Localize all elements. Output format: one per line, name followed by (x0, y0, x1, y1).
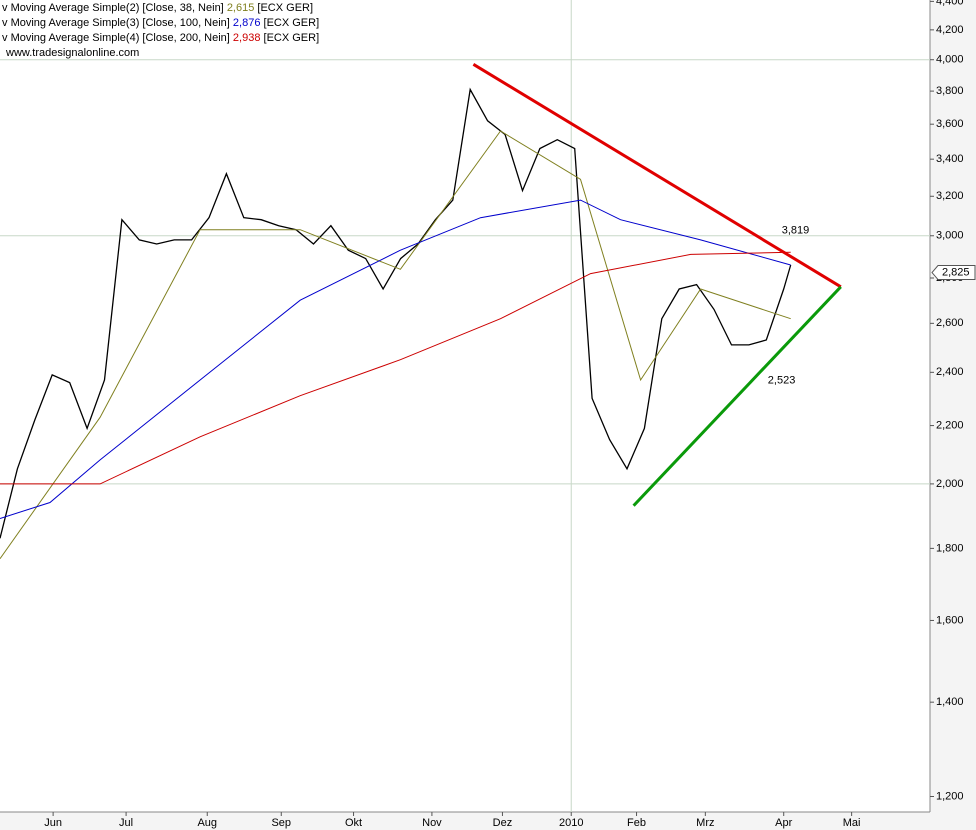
y-tick-label: 1,800 (936, 542, 964, 554)
legend-entry: v Moving Average Simple(3) [Close, 100, … (2, 17, 319, 29)
legend-name: Moving Average Simple(4) [Close, 200, Ne… (11, 32, 230, 44)
x-tick-label: Sep (271, 817, 291, 829)
x-tick-label: Aug (197, 817, 217, 829)
x-tick-label: Okt (345, 817, 362, 829)
legend-source: [ECX GER] (264, 17, 320, 29)
legend-value: 2,615 (227, 2, 255, 14)
legend-value: 2,938 (233, 32, 261, 44)
y-tick-label: 4,000 (936, 54, 964, 66)
trend-line (632, 285, 842, 507)
legend-name: Moving Average Simple(2) [Close, 38, Nei… (11, 2, 224, 14)
y-tick-label: 2,000 (936, 478, 964, 490)
y-tick-label: 3,800 (936, 85, 964, 97)
y-tick-label: 3,400 (936, 153, 964, 165)
y-tick-label: 3,000 (936, 230, 964, 242)
x-tick-label: Nov (422, 817, 442, 829)
price-line (0, 130, 791, 559)
price-line (0, 87, 792, 539)
x-tick-label: Mrz (696, 817, 714, 829)
last-price-label: 2,825 (942, 266, 970, 278)
y-tick-label: 1,200 (936, 790, 964, 802)
y-tick-label: 1,600 (936, 614, 964, 626)
y-tick-label: 3,600 (936, 118, 964, 130)
legend-entry: v Moving Average Simple(4) [Close, 200, … (2, 32, 319, 44)
legend-source: [ECX GER] (264, 32, 320, 44)
y-tick-label: 1,400 (936, 696, 964, 708)
x-tick-label: Dez (493, 817, 513, 829)
legend-name: Moving Average Simple(3) [Close, 100, Ne… (11, 17, 230, 29)
plot-area (0, 0, 930, 812)
y-tick-label: 4,200 (936, 24, 964, 36)
y-tick-label: 3,200 (936, 190, 964, 202)
trend-line (472, 63, 842, 289)
y-tick-label: 4,400 (936, 0, 964, 7)
price-line (0, 251, 791, 485)
x-tick-label: Mai (843, 817, 861, 829)
x-tick-label: Jul (119, 817, 133, 829)
price-line (0, 199, 791, 519)
trend-label: 3,819 (782, 224, 810, 236)
x-tick-label: 2010 (559, 817, 583, 829)
legend-value: 2,876 (233, 17, 261, 29)
last-price-tag (931, 265, 976, 281)
legend-source: [ECX GER] (257, 2, 313, 14)
y-tick-label: 2,600 (936, 317, 964, 329)
trend-label: 2,523 (768, 375, 796, 387)
watermark: www.tradesignalonline.com (5, 47, 139, 59)
x-tick-label: Feb (627, 817, 646, 829)
x-tick-label: Apr (775, 817, 792, 829)
y-tick-label: 2,400 (936, 366, 964, 378)
y-tick-label: 2,200 (936, 419, 964, 431)
x-tick-label: Jun (44, 817, 62, 829)
legend-entry: v Moving Average Simple(2) [Close, 38, N… (2, 2, 313, 14)
